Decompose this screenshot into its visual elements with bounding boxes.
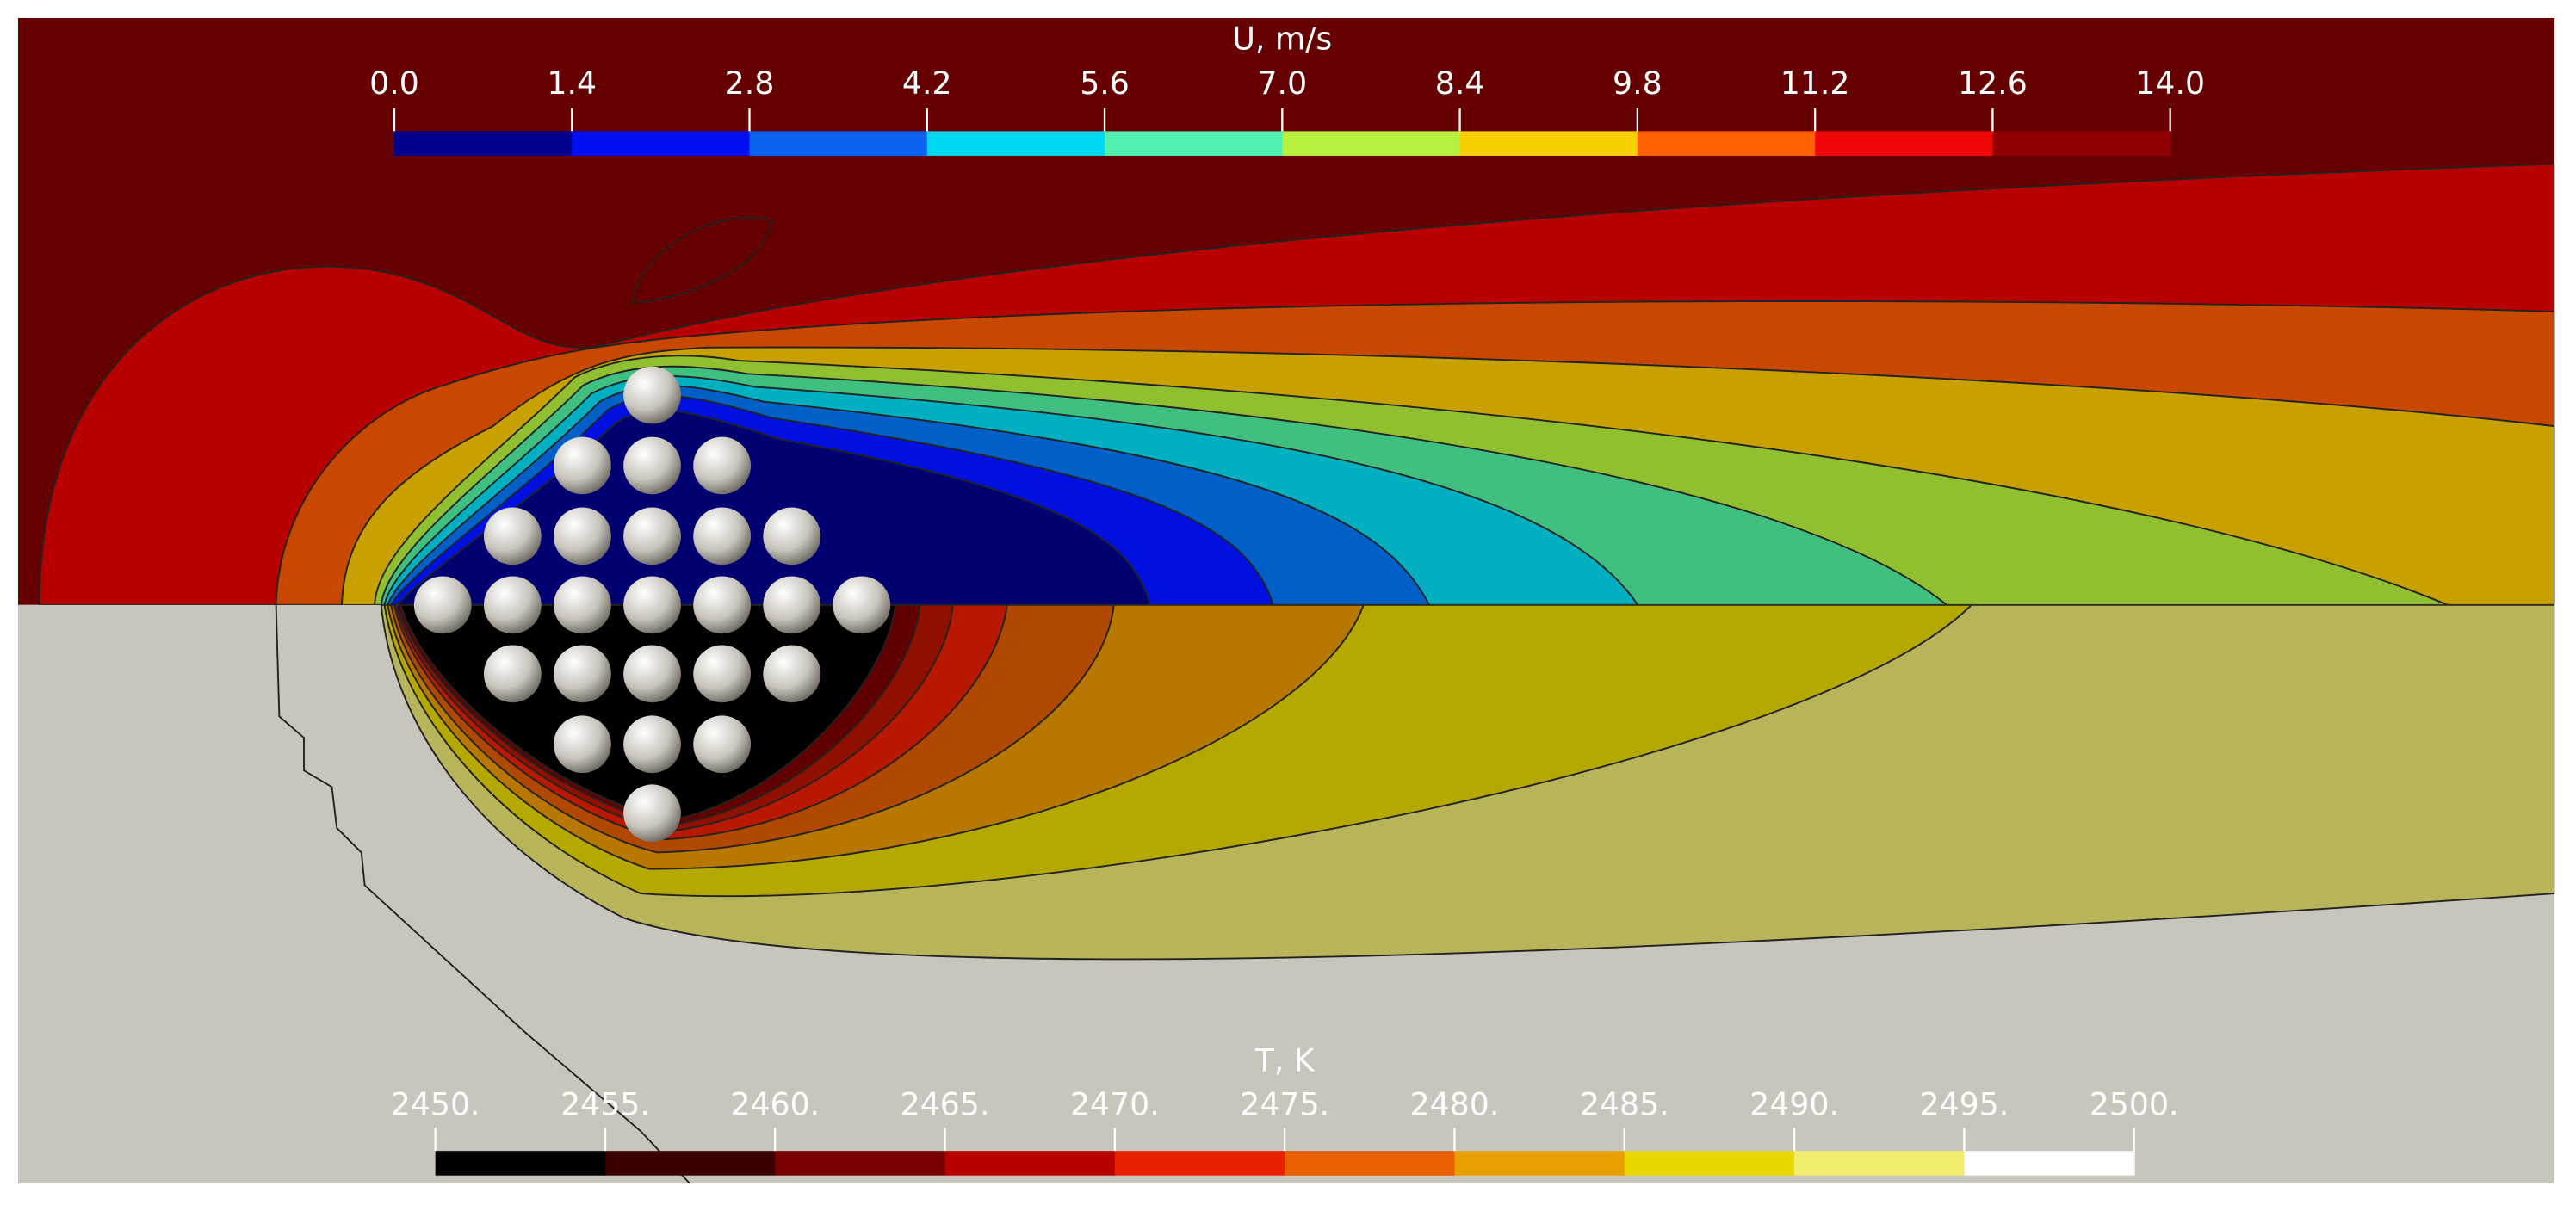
sphere — [693, 507, 752, 565]
tick-label: 1.4 — [547, 65, 597, 102]
sphere — [413, 576, 472, 634]
tick-label: 2495. — [1920, 1086, 2009, 1123]
sphere — [693, 436, 752, 495]
colorbar-title: T, K — [1254, 1041, 1316, 1078]
colorbar-segment — [1114, 1151, 1286, 1176]
colorbar-segment — [926, 131, 1106, 156]
sphere — [623, 576, 681, 634]
colorbar-segment — [604, 1151, 777, 1176]
tick-label: 2475. — [1240, 1086, 1329, 1123]
sphere — [483, 507, 542, 565]
sphere — [623, 784, 681, 843]
colorbar-segment — [393, 131, 573, 156]
tick-label: 2455. — [560, 1086, 650, 1123]
sphere — [554, 576, 611, 634]
tick-label: 2470. — [1070, 1086, 1160, 1123]
sphere — [554, 507, 611, 565]
colorbar-segment — [1285, 1151, 1456, 1176]
colorbar-segment — [1105, 131, 1284, 156]
sphere — [483, 576, 542, 634]
colorbar-segment — [572, 131, 751, 156]
colorbar-title: U, m/s — [1232, 21, 1332, 58]
sphere — [763, 507, 821, 565]
colorbars: U, m/s 0.0 1.4 2.8 4.2 5.6 7.0 8.4 9.8 11.2 12.6 14… — [369, 21, 2205, 1176]
colorbar-segment — [1815, 131, 1994, 156]
tick-label: 0.0 — [369, 65, 419, 102]
colorbar-segment — [435, 1151, 606, 1176]
spheres — [413, 366, 891, 843]
tick-label: 12.6 — [1958, 65, 2028, 102]
sphere — [483, 645, 542, 703]
tick-label: 2490. — [1749, 1086, 1839, 1123]
sphere — [623, 715, 681, 774]
sphere — [693, 645, 752, 703]
colorbar-segment — [1637, 131, 1817, 156]
colorbar-segment — [944, 1151, 1116, 1176]
colorbar-segment — [749, 131, 928, 156]
sphere — [833, 576, 891, 634]
tick-label: 2.8 — [725, 65, 775, 102]
colorbar-segment — [1794, 1151, 1966, 1176]
colorbar-segment — [1459, 131, 1638, 156]
colorbar-segment — [775, 1151, 946, 1176]
sphere — [623, 645, 681, 703]
tick-label: 2480. — [1410, 1086, 1500, 1123]
sphere — [693, 715, 752, 774]
sphere — [554, 645, 611, 703]
tick-label: 14.0 — [2135, 65, 2205, 102]
tick-label: 11.2 — [1780, 65, 1850, 102]
sphere — [623, 366, 681, 424]
tick-label: 5.6 — [1080, 65, 1130, 102]
tick-label: 8.4 — [1435, 65, 1485, 102]
colorbar-segment — [1964, 1151, 2135, 1176]
tick-label: 2465. — [901, 1086, 990, 1123]
sphere — [763, 645, 821, 703]
tick-label: 2460. — [730, 1086, 820, 1123]
sphere — [554, 436, 611, 495]
tick-label: 2500. — [2090, 1086, 2179, 1123]
sphere — [763, 576, 821, 634]
velocity-field — [17, 17, 2555, 605]
tick-label: 2485. — [1580, 1086, 1669, 1123]
tick-label: 9.8 — [1613, 65, 1663, 102]
tick-label: 7.0 — [1257, 65, 1307, 102]
colorbar-segment — [1992, 131, 2171, 156]
sphere — [623, 507, 681, 565]
sphere — [693, 576, 752, 634]
colorbar-segment — [1282, 131, 1461, 156]
tick-label: 2450. — [391, 1086, 480, 1123]
tick-label: 4.2 — [902, 65, 952, 102]
sphere — [623, 436, 681, 495]
sphere — [554, 715, 611, 774]
colorbar-segment — [1454, 1151, 1625, 1176]
colorbar-segment — [1624, 1151, 1796, 1176]
